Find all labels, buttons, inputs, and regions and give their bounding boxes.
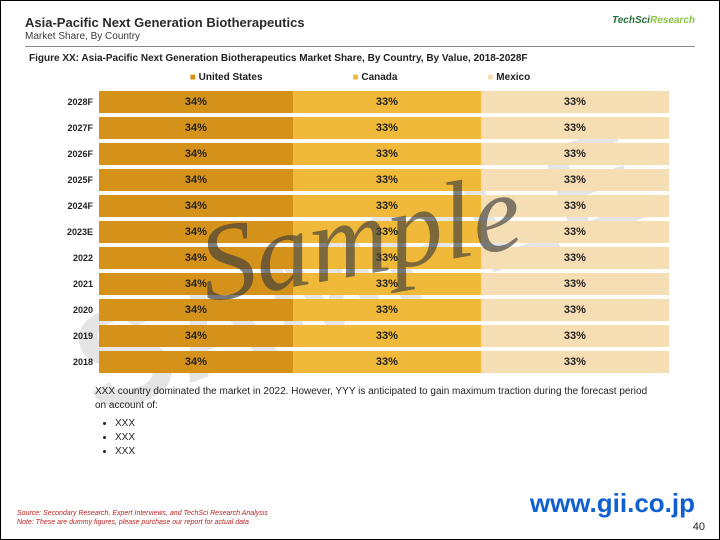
year-label: 2021: [55, 279, 99, 289]
year-label: 2025F: [55, 175, 99, 185]
bar-segment: 33%: [293, 351, 481, 373]
legend-us: United States: [190, 72, 263, 83]
bar-segment: 33%: [481, 299, 669, 321]
figure-caption: Figure XX: Asia-Pacific Next Generation …: [29, 53, 695, 64]
bar-segment: 34%: [99, 117, 293, 139]
bar-segment: 34%: [99, 247, 293, 269]
bar-segment: 34%: [99, 273, 293, 295]
bar-segment: 33%: [293, 91, 481, 113]
year-label: 2023E: [55, 227, 99, 237]
bar-segment: 33%: [481, 325, 669, 347]
page-number: 40: [693, 521, 705, 533]
chart-row: 202134%33%33%: [55, 271, 695, 297]
legend-ca: Canada: [353, 72, 398, 83]
bar-segment: 33%: [293, 247, 481, 269]
year-label: 2019: [55, 331, 99, 341]
source-note: Source: Secondary Research, Expert Inter…: [17, 509, 268, 527]
page-subtitle: Market Share, By Country: [25, 31, 305, 42]
divider: [25, 46, 695, 47]
bar-segment: 33%: [293, 143, 481, 165]
bar-segment: 34%: [99, 91, 293, 113]
bar-segment: 33%: [293, 299, 481, 321]
chart-row: 2023E34%33%33%: [55, 219, 695, 245]
chart-legend: United States Canada Mexico: [25, 72, 695, 83]
year-label: 2018: [55, 357, 99, 367]
chart-row: 2024F34%33%33%: [55, 193, 695, 219]
bar-segment: 34%: [99, 299, 293, 321]
bar-segment: 34%: [99, 351, 293, 373]
bar-segment: 33%: [293, 325, 481, 347]
year-label: 2028F: [55, 97, 99, 107]
year-label: 2020: [55, 305, 99, 315]
bar-segment: 33%: [481, 117, 669, 139]
legend-mx: Mexico: [487, 72, 530, 83]
bar-segment: 33%: [293, 195, 481, 217]
bar-segment: 33%: [481, 169, 669, 191]
bullet-item: XXX: [115, 417, 655, 431]
bar-segment: 33%: [481, 247, 669, 269]
bar-segment: 34%: [99, 143, 293, 165]
chart-row: 201934%33%33%: [55, 323, 695, 349]
bar-segment: 34%: [99, 169, 293, 191]
year-label: 2024F: [55, 201, 99, 211]
bullet-item: XXX: [115, 431, 655, 445]
bar-segment: 33%: [481, 195, 669, 217]
bar-segment: 34%: [99, 221, 293, 243]
bar-segment: 33%: [481, 91, 669, 113]
bar-segment: 33%: [293, 117, 481, 139]
bar-segment: 33%: [293, 273, 481, 295]
chart-row: 201834%33%33%: [55, 349, 695, 375]
bar-segment: 34%: [99, 325, 293, 347]
year-label: 2026F: [55, 149, 99, 159]
page-title: Asia-Pacific Next Generation Biotherapeu…: [25, 15, 305, 30]
chart-row: 2026F34%33%33%: [55, 141, 695, 167]
bar-segment: 33%: [481, 273, 669, 295]
stacked-bar-chart: 2028F34%33%33%2027F34%33%33%2026F34%33%3…: [55, 89, 695, 375]
year-label: 2022: [55, 253, 99, 263]
bar-segment: 34%: [99, 195, 293, 217]
brand-logo: TechSciResearch: [612, 15, 695, 26]
notes-lead: XXX country dominated the market in 2022…: [95, 385, 655, 413]
bar-segment: 33%: [481, 351, 669, 373]
chart-row: 202034%33%33%: [55, 297, 695, 323]
chart-row: 2027F34%33%33%: [55, 115, 695, 141]
bar-segment: 33%: [293, 169, 481, 191]
chart-row: 2028F34%33%33%: [55, 89, 695, 115]
notes-block: XXX country dominated the market in 2022…: [95, 385, 655, 459]
bullet-item: XXX: [115, 445, 655, 459]
bar-segment: 33%: [481, 221, 669, 243]
chart-row: 2025F34%33%33%: [55, 167, 695, 193]
year-label: 2027F: [55, 123, 99, 133]
url-watermark: www.gii.co.jp: [530, 488, 695, 519]
chart-row: 202234%33%33%: [55, 245, 695, 271]
bar-segment: 33%: [293, 221, 481, 243]
bar-segment: 33%: [481, 143, 669, 165]
